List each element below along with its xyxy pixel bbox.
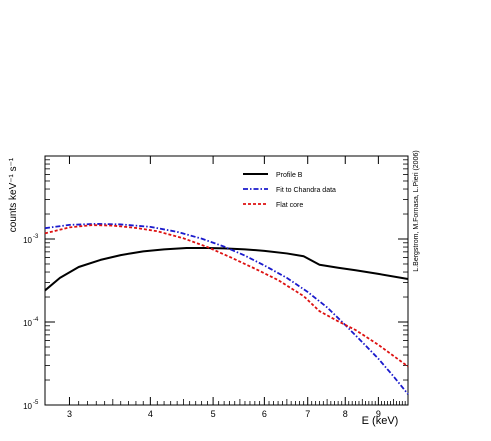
y-tick-label-exponent: -4 — [33, 317, 39, 323]
x-tick-label: 9 — [376, 409, 381, 419]
series-line-1 — [44, 246, 409, 292]
plot-frame — [44, 155, 409, 406]
series-line-3 — [44, 224, 409, 368]
x-tick-label: 8 — [343, 409, 348, 419]
x-tick-label: 6 — [262, 409, 267, 419]
axis-labels-layer: E (keV) counts keV⁻¹ s⁻¹ L.Bergstrom, M.Fo… — [8, 150, 420, 427]
legend: Profile B Fit to Chandra data Flat core — [243, 172, 336, 209]
plot-frame-layer — [44, 155, 409, 406]
x-tick-label: 5 — [211, 409, 216, 419]
x-tick-label: 7 — [305, 409, 310, 419]
x-tick-label: 4 — [148, 409, 153, 419]
y-axis-label: counts keV⁻¹ s⁻¹ — [8, 157, 19, 232]
axis-ticks-layer: 3 4 5 6 7 8 910-510-410-3 — [23, 156, 409, 419]
series-layer — [44, 223, 409, 395]
x-tick-label: 3 — [67, 409, 72, 419]
y-tick-label-exponent: -3 — [33, 234, 39, 240]
legend-label-3: Flat core — [276, 202, 303, 209]
y-tick-label-exponent: -5 — [33, 400, 39, 406]
legend-label-1: Profile B — [276, 172, 303, 179]
legend-label-2: Fit to Chandra data — [276, 187, 336, 194]
y-tick-label: 10 — [23, 319, 32, 328]
y-tick-label: 10 — [23, 402, 32, 411]
x-axis-label: E (keV) — [362, 415, 399, 427]
side-annotation: L.Bergstrom, M.Fornasa, L.Pieri (2006) — [413, 150, 420, 271]
y-tick-label: 10 — [23, 236, 32, 245]
